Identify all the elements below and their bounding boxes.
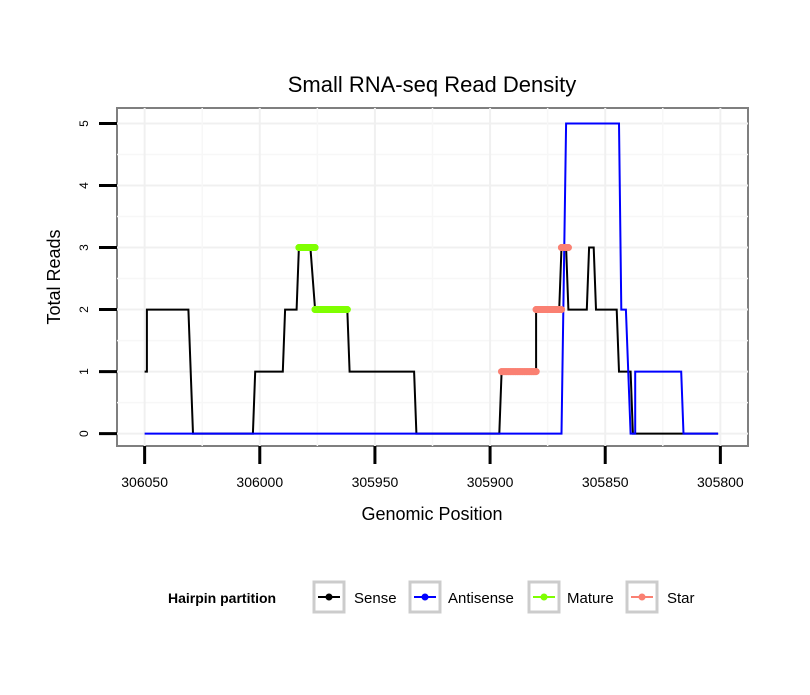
data-point-star bbox=[532, 306, 540, 314]
legend-dot-sense bbox=[325, 593, 333, 601]
x-tick-label: 306050 bbox=[121, 474, 168, 490]
legend-dot-antisense bbox=[421, 593, 429, 601]
legend: Hairpin partition Sense Antisense Mature… bbox=[168, 580, 695, 614]
data-point-star bbox=[498, 368, 506, 376]
data-point-mature bbox=[311, 306, 319, 314]
data-point-mature bbox=[295, 244, 303, 252]
legend-item-mature: Mature bbox=[527, 580, 614, 614]
y-axis-label: Total Reads bbox=[44, 229, 64, 324]
legend-label-sense: Sense bbox=[354, 590, 397, 607]
x-tick-label: 306000 bbox=[236, 474, 283, 490]
legend-title: Hairpin partition bbox=[168, 590, 276, 606]
y-tick-label: 1 bbox=[77, 368, 91, 375]
series-line-antisense bbox=[144, 122, 719, 435]
chart-title: Small RNA-seq Read Density bbox=[288, 72, 577, 97]
y-tick-label: 2 bbox=[77, 306, 91, 313]
series-layer bbox=[144, 122, 719, 435]
y-tick-label: 5 bbox=[77, 120, 91, 127]
data-point-star bbox=[557, 244, 565, 252]
legend-label-antisense: Antisense bbox=[448, 590, 514, 607]
legend-label-star: Star bbox=[667, 590, 695, 607]
legend-label-mature: Mature bbox=[567, 590, 614, 607]
x-axis: 306050 306000 305950 305900 305850 305800 bbox=[121, 446, 744, 490]
legend-item-antisense: Antisense bbox=[408, 580, 514, 614]
legend-dot-star bbox=[638, 593, 646, 601]
legend-dot-mature bbox=[540, 593, 548, 601]
x-tick-label: 305850 bbox=[582, 474, 629, 490]
x-tick-label: 305800 bbox=[697, 474, 744, 490]
y-tick-label: 4 bbox=[77, 182, 91, 189]
y-tick-label: 3 bbox=[77, 244, 91, 251]
y-tick-label: 0 bbox=[77, 430, 91, 437]
legend-item-sense: Sense bbox=[312, 580, 397, 614]
x-axis-label: Genomic Position bbox=[361, 504, 502, 524]
x-tick-label: 305900 bbox=[467, 474, 514, 490]
x-tick-label: 305950 bbox=[352, 474, 399, 490]
legend-item-star: Star bbox=[625, 580, 695, 614]
y-axis: 0 1 2 3 4 5 bbox=[77, 120, 117, 437]
